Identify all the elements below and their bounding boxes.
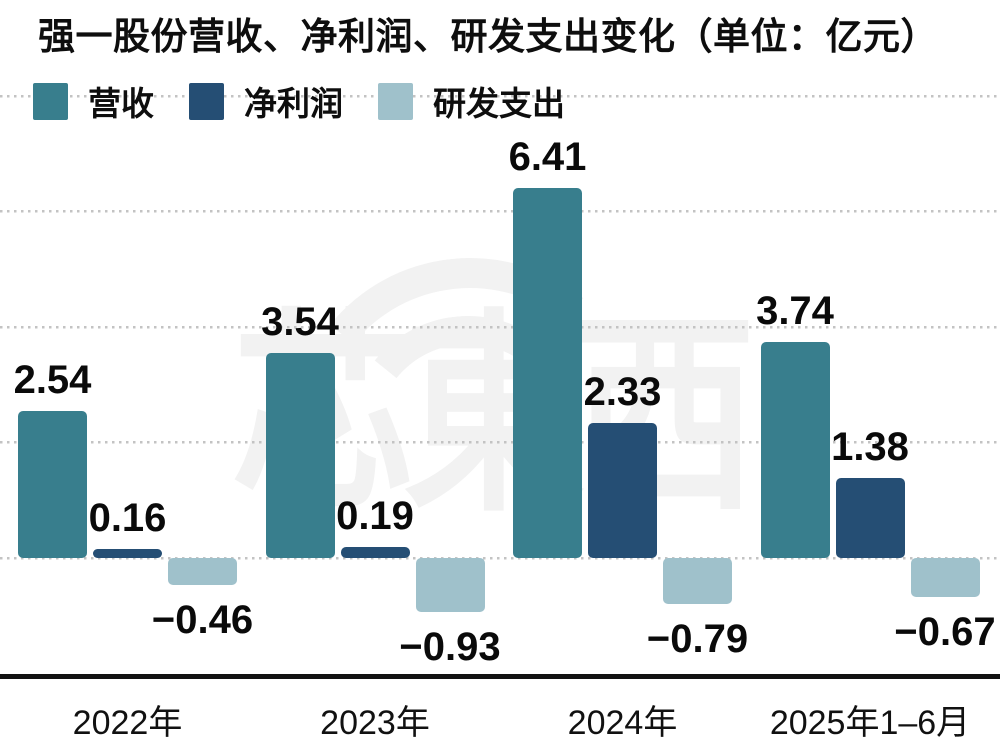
gridline-y8 [0, 94, 1000, 98]
legend: 营收 净利润 研发支出 [33, 77, 565, 125]
bar-净利润-2023年 [340, 547, 410, 558]
revenue-swatch-icon [33, 82, 68, 120]
bar-营收-2023年 [265, 353, 335, 558]
gridline-y2 [0, 441, 1000, 445]
net-profit-swatch-icon [189, 82, 224, 120]
gridline-y0 [0, 557, 1000, 560]
value-label-研发支出-2024年: −0.79 [646, 616, 749, 661]
value-label-研发支出-2023年: −0.93 [399, 624, 501, 669]
bar-净利润-2024年 [588, 423, 657, 558]
bar-营收-2022年 [18, 411, 87, 558]
gridline-y4 [0, 325, 1000, 329]
legend-item-revenue: 营收 [33, 77, 154, 125]
x-axis-label-2025年1–6月: 2025年1–6月 [769, 704, 971, 742]
x-axis-label-2023年: 2023年 [320, 704, 430, 742]
value-label-净利润-2024年: 2.33 [583, 370, 662, 415]
legend-label-revenue: 营收 [88, 85, 154, 122]
rd-spend-swatch-icon [378, 82, 413, 120]
x-axis-label-2022年: 2022年 [72, 704, 183, 742]
bar-净利润-2022年 [93, 548, 162, 558]
value-label-营收-2022年: 2.54 [13, 358, 92, 403]
bar-营收-2025年1–6月 [760, 341, 830, 558]
x-axis-label-2024年: 2024年 [567, 704, 678, 742]
bar-净利润-2025年1–6月 [835, 478, 905, 558]
chart-title: 强一股份营收、净利润、研发支出变化（单位：亿元） [38, 16, 938, 57]
value-label-净利润-2025年1–6月: 1.38 [831, 425, 909, 470]
value-label-净利润-2023年: 0.19 [336, 494, 414, 539]
x-axis-line [0, 674, 1000, 679]
bar-研发支出-2025年1–6月 [910, 558, 980, 597]
bar-研发支出-2024年 [663, 558, 732, 604]
value-label-研发支出-2022年: −0.46 [151, 597, 254, 642]
gridline-y6 [0, 210, 1000, 214]
legend-label-net-profit: 净利润 [244, 85, 343, 122]
bar-研发支出-2022年 [168, 558, 237, 585]
value-label-研发支出-2025年1–6月: −0.67 [894, 609, 996, 654]
value-label-净利润-2022年: 0.16 [88, 495, 167, 540]
value-label-营收-2024年: 6.41 [508, 134, 587, 179]
bar-研发支出-2023年 [415, 558, 485, 612]
value-label-营收-2023年: 3.54 [261, 300, 339, 345]
legend-item-rd-spend: 研发支出 [378, 77, 565, 125]
legend-label-rd-spend: 研发支出 [433, 85, 565, 122]
value-label-营收-2025年1–6月: 3.74 [756, 288, 834, 333]
legend-item-net-profit: 净利润 [189, 77, 343, 125]
bar-营收-2024年 [513, 187, 582, 558]
